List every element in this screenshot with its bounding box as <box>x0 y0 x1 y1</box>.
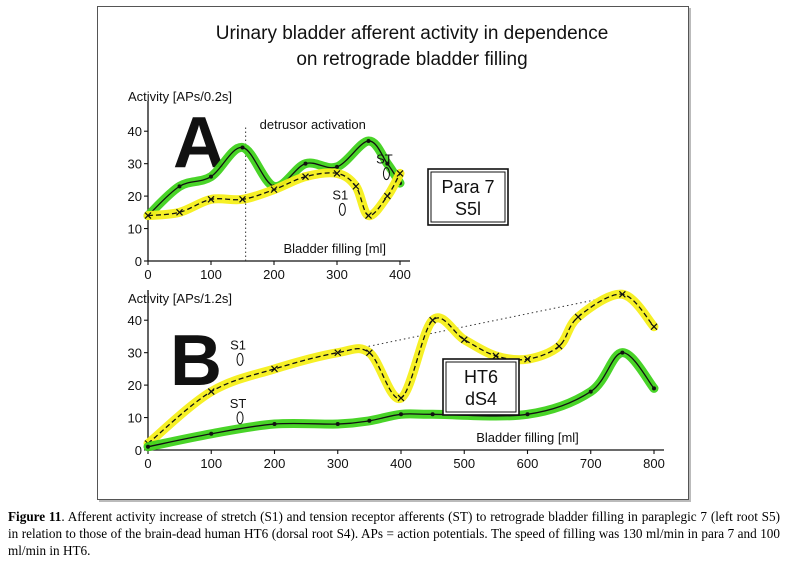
panel-b-y-tick-label: 30 <box>128 346 142 361</box>
panel-a-series-s1-point <box>383 192 391 200</box>
panel-b-x-tick-label: 400 <box>390 456 412 471</box>
panel-a-series-st-point <box>335 164 339 169</box>
panel-b-series-s1-point <box>397 394 405 402</box>
panel-a-x-tick-label: 400 <box>389 267 411 282</box>
caption-text: . Afferent activity increase of stretch … <box>8 509 780 558</box>
figure-svg: Urinary bladder afferent activity in dep… <box>128 23 665 471</box>
panel-b-y-tick-label: 0 <box>135 443 142 458</box>
panel-b-x-tick-label: 800 <box>643 456 665 471</box>
panel-a-x-tick-label: 100 <box>200 267 222 282</box>
panel-a-annotation-text: detrusor activation <box>260 117 366 132</box>
panel-b-series-s1-point <box>365 349 373 357</box>
panel-b-x-label: Bladder filling [ml] <box>476 430 579 445</box>
panel-b-series-s1-point <box>555 342 563 350</box>
panel-a-series-s1-point <box>270 186 278 194</box>
panel-b-box-line1: HT6 <box>464 367 498 387</box>
panel-b-series-s1-point <box>574 313 582 321</box>
panel-b-y-label: Activity [APs/1.2s] <box>128 291 232 306</box>
panel-a-series-st-point <box>385 161 390 166</box>
panel-b-y-tick-label: 20 <box>128 378 142 393</box>
panel-b-x-tick-label: 600 <box>517 456 539 471</box>
panel-b-series-s1-point <box>207 388 215 396</box>
panel-a-series-st-label: ST <box>376 152 393 167</box>
panel-a-box-line1: Para 7 <box>441 177 494 197</box>
panel-b-x-tick-label: 500 <box>453 456 475 471</box>
panel-b-series-st-point <box>367 418 372 423</box>
panel-b-y-tick-label: 10 <box>128 411 142 426</box>
panel-b-series-st-point <box>146 444 150 449</box>
panel-a-series-s1-point <box>239 195 246 203</box>
panel-a-series-st-point <box>209 174 213 179</box>
panel-b-series-s1-point <box>492 352 500 360</box>
panel-b-series-st-point <box>430 412 435 417</box>
panel-b-series-st-point <box>272 422 277 427</box>
panel-b-series-s1-point <box>429 316 437 324</box>
figure-title-line2: on retrograde bladder filling <box>296 49 527 70</box>
panel-b-series-st-point <box>588 389 593 394</box>
panel-b-series-st-point <box>209 431 214 436</box>
panel-a-y-tick-label: 20 <box>128 189 142 204</box>
panel-a-series-st-line <box>147 140 401 217</box>
figure-title-line1: Urinary bladder afferent activity in dep… <box>216 23 609 44</box>
panel-a-series-s1-point <box>176 208 183 216</box>
panel-a-x-label: Bladder filling [ml] <box>283 241 386 256</box>
panel-b-series-st-point <box>335 422 340 427</box>
panel-a-series-s1-label: S1 <box>332 187 348 202</box>
panel-b-series-s1-point <box>271 365 278 373</box>
panel-a-series-s1-point <box>302 173 309 181</box>
panel-b-series-st-point <box>620 350 625 355</box>
panel-a-box-line2: S5l <box>455 199 481 219</box>
panel-b-x-tick-label: 300 <box>327 456 349 471</box>
panel-b-x-tick-label: 700 <box>580 456 602 471</box>
panel-b-label-box <box>442 358 520 416</box>
panel-a-series-s1-point <box>144 212 152 220</box>
panel-b-series-st-point <box>525 412 530 417</box>
panel-a-y-tick-label: 40 <box>128 124 142 139</box>
panel-b-series-s1-point <box>618 290 626 298</box>
panel-a-y-tick-label: 10 <box>128 222 142 237</box>
panel-a-series-st-point <box>177 184 182 189</box>
panel-a-x-tick-label: 0 <box>144 267 151 282</box>
panel-b-series-st-point <box>399 412 403 417</box>
panel-a-series-s1-point <box>396 169 404 177</box>
panel-b-series-s1-label-loop <box>236 352 244 366</box>
panel-b-series-st-label: ST <box>230 396 247 411</box>
panel-a-y-tick-label: 0 <box>135 254 142 269</box>
panel-b-x-tick-label: 100 <box>200 456 222 471</box>
panel-a-x-tick-label: 200 <box>263 267 285 282</box>
panel-a-series-st-point <box>366 138 371 143</box>
panel-b-y-tick-label: 40 <box>128 313 142 328</box>
panel-b-series-s1-line <box>147 293 655 445</box>
panel-a-y-tick-label: 30 <box>128 157 142 172</box>
panel-a-series-st-point <box>240 145 245 150</box>
panel-a-series-st-point <box>303 161 308 166</box>
figure-caption: Figure 11. Afferent activity increase of… <box>8 508 780 559</box>
figure-frame: Urinary bladder afferent activity in dep… <box>97 6 689 500</box>
panel-a-series-s1-point <box>352 182 360 190</box>
panel-a-y-label: Activity [APs/0.2s] <box>128 89 232 104</box>
panel-a-series-s1-point <box>365 212 372 220</box>
panel-b-label-box-inner <box>445 361 517 413</box>
panel-b-series-st-label-loop <box>236 411 244 425</box>
panel-b-series-st-point <box>652 386 656 391</box>
panel-b-dotted-trend <box>337 293 623 354</box>
panel-a-series-s1-point <box>207 195 215 203</box>
panel-b-series-s1-label: S1 <box>230 337 246 352</box>
panel-b-x-tick-label: 200 <box>264 456 286 471</box>
panel-b-series-s1-point <box>460 336 468 344</box>
panel-b-x-tick-label: 0 <box>144 456 151 471</box>
panel-a-label-box-inner <box>430 171 506 223</box>
panel-a-series-s1-label-loop <box>338 202 346 216</box>
panel-b-series-s1-point <box>334 349 342 357</box>
panel-a-x-tick-label: 300 <box>326 267 348 282</box>
panel-a-series-s1-point <box>333 169 341 177</box>
caption-label: Figure 11 <box>8 509 62 524</box>
panel-b-box-line2: dS4 <box>465 389 497 409</box>
panel-a-series-st-label-loop <box>382 167 390 181</box>
panel-b-series-s1-point <box>524 355 531 363</box>
panel-a-label-box <box>427 168 509 226</box>
panel-b-series-s1-point <box>650 323 658 331</box>
